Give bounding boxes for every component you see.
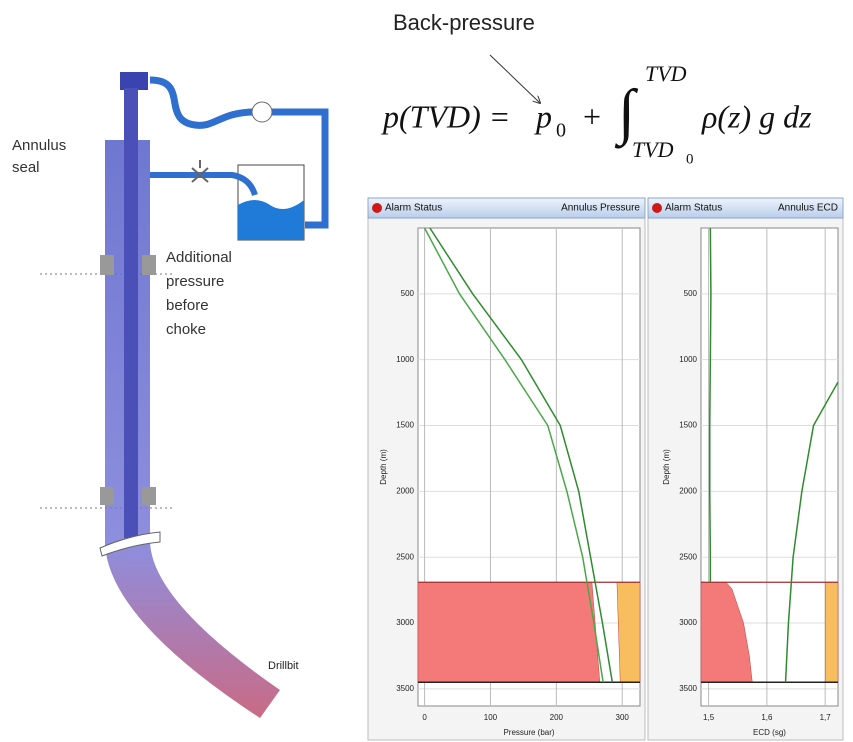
equation-part: TVD: [645, 61, 687, 86]
equation-part: +: [583, 98, 601, 134]
header-title: Annulus ECD: [778, 203, 838, 214]
y-tick-label: 2000: [396, 486, 414, 495]
wellhead: [120, 72, 148, 90]
series-line: [429, 227, 614, 683]
seal: [100, 487, 114, 505]
y-tick-label: 2500: [679, 552, 697, 561]
y-tick-label: 1000: [679, 355, 697, 364]
label: Back-pressure: [393, 10, 535, 35]
seal: [100, 255, 114, 275]
alarm-zone: [824, 581, 839, 683]
pump: [251, 101, 273, 123]
choke-line: [150, 172, 258, 196]
y-tick-label: 1500: [679, 421, 697, 430]
equation-part: p(TVD) =: [381, 98, 510, 134]
label: before: [166, 297, 209, 314]
label: pressure: [166, 273, 224, 290]
header-status: Alarm Status: [665, 203, 722, 214]
label: Drillbit: [268, 660, 299, 672]
panel-header: [647, 197, 844, 219]
series-line: [784, 381, 839, 683]
label: Additional: [166, 249, 232, 266]
header-status: Alarm Status: [385, 203, 442, 214]
choke-valve: [191, 160, 209, 183]
y-tick-label: 500: [684, 289, 698, 298]
y-tick-label: 2500: [396, 552, 414, 561]
x-tick-label: 200: [550, 713, 564, 722]
y-tick-label: 3000: [396, 618, 414, 627]
break-mark: [99, 531, 161, 557]
equation-part: 0: [686, 151, 694, 167]
y-tick-label: 3500: [396, 684, 414, 693]
arrow: [489, 54, 540, 103]
return-pipe: [149, 76, 329, 229]
x-tick-label: 1,6: [761, 713, 773, 722]
x-tick-label: 100: [484, 713, 498, 722]
drillstring: [124, 88, 138, 538]
alarm-zone: [616, 581, 641, 683]
label: choke: [166, 321, 206, 338]
x-tick-label: 1,5: [703, 713, 715, 722]
seal: [142, 255, 156, 275]
x-tick-label: 300: [616, 713, 630, 722]
equation-part: TVD: [632, 137, 674, 162]
alarm-icon: [372, 203, 382, 213]
header-title: Annulus Pressure: [561, 203, 640, 214]
equation-part: p: [534, 98, 552, 134]
series-line: [423, 227, 604, 683]
label: Annulus: [12, 137, 66, 154]
well-diagram: [40, 54, 540, 718]
y-tick-label: 500: [401, 289, 415, 298]
y-tick-label: 3500: [679, 684, 697, 693]
x-tick-label: 1,7: [820, 713, 832, 722]
x-axis-label: ECD (sg): [753, 728, 786, 737]
series-line: [708, 227, 712, 583]
y-tick-label: 1500: [396, 421, 414, 430]
equation-part: ∫: [614, 78, 639, 149]
x-tick-label: 0: [422, 713, 427, 722]
wellbore: [105, 140, 280, 718]
label: seal: [12, 159, 40, 176]
x-axis-label: Pressure (bar): [503, 728, 554, 737]
y-tick-label: 3000: [679, 618, 697, 627]
y-axis-label: Depth (m): [379, 449, 388, 485]
y-tick-label: 1000: [396, 355, 414, 364]
tank-fluid: [238, 200, 304, 240]
alarm-zone: [417, 581, 601, 683]
y-tick-label: 2000: [679, 486, 697, 495]
alarm-icon: [652, 203, 662, 213]
y-axis-label: Depth (m): [662, 449, 671, 485]
equation-part: ρ(z) g dz: [701, 98, 812, 134]
equation-part: 0: [556, 120, 566, 142]
panel-header: [367, 197, 646, 219]
seal: [142, 487, 156, 505]
